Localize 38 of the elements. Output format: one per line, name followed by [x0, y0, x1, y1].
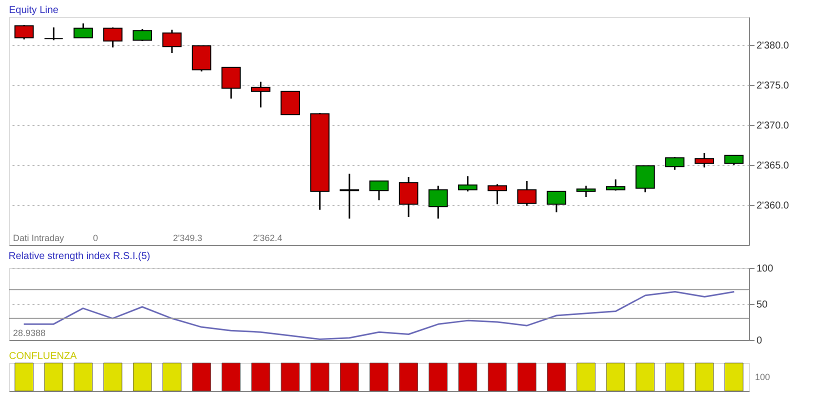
annotation: Dati Intraday — [13, 233, 65, 243]
y-tick-label: 2'375.0 — [756, 80, 790, 92]
annotation: 2'362.4 — [253, 233, 282, 243]
candlestick — [428, 185, 448, 220]
y-tick-label: 50 — [756, 300, 768, 310]
candlestick — [132, 28, 152, 42]
candlestick — [14, 24, 34, 40]
candlestick — [369, 180, 389, 201]
candlestick — [694, 152, 714, 168]
candlestick — [488, 183, 507, 205]
candlestick — [280, 90, 300, 116]
candlestick — [517, 180, 537, 207]
candlestick — [665, 156, 684, 171]
candlestick — [103, 26, 122, 48]
y-tick-label: 2'365.0 — [756, 160, 790, 172]
candlestick — [576, 185, 596, 198]
candlestick — [398, 176, 418, 218]
chart-title: Equity Line — [9, 5, 59, 16]
candlestick — [458, 175, 478, 192]
chart-title: Relative strength index R.S.I.(5) — [8, 251, 150, 262]
candlestick — [546, 190, 566, 213]
annotation: 0 — [93, 233, 98, 243]
candlestick — [44, 26, 64, 41]
y-tick-label: 100 — [756, 264, 774, 274]
annotation: 2'349.3 — [173, 233, 202, 243]
candlestick — [251, 81, 270, 108]
y-tick-label: 0 — [756, 336, 762, 346]
candlestick — [221, 66, 241, 100]
candlestick — [636, 165, 655, 193]
candlestick — [162, 29, 182, 54]
chart-title: CONFLUENZA — [9, 350, 78, 362]
candlestick — [724, 154, 744, 166]
annotation: 28.9388 — [13, 328, 46, 338]
y-tick-label: 2'380.0 — [756, 40, 790, 52]
candlestick — [192, 45, 212, 72]
candlestick — [74, 22, 93, 39]
y-tick-label: 2'370.0 — [756, 120, 790, 132]
y-tick-label: 2'360.0 — [756, 200, 790, 212]
